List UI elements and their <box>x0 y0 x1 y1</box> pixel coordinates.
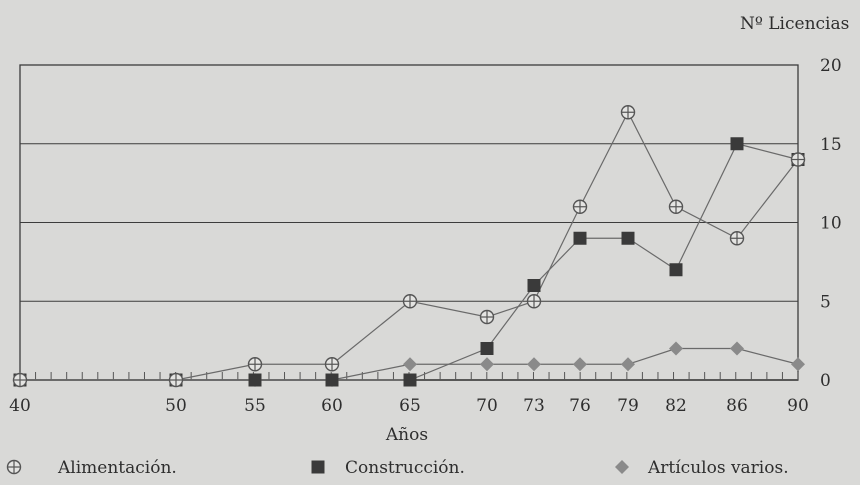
alimentacion-point <box>790 152 806 167</box>
y-tick-label: 5 <box>820 292 831 312</box>
alimentacion-point <box>324 357 340 372</box>
x-tick-label: 55 <box>244 396 266 416</box>
legend-label: Alimentación. <box>57 458 177 478</box>
construccion-point <box>669 263 683 277</box>
construccion-point <box>621 231 635 245</box>
x-tick-label: 90 <box>787 396 809 416</box>
y-tick-label: 20 <box>820 56 842 76</box>
articulos-point <box>621 357 635 372</box>
construccion-point <box>403 373 417 387</box>
construccion-line <box>20 143 799 381</box>
x-tick-label: 65 <box>399 396 421 416</box>
x-tick-label: 60 <box>321 396 343 416</box>
construccion-point <box>248 373 262 387</box>
legend-item: Construcción. <box>311 458 465 478</box>
articulos-point <box>527 357 541 372</box>
legend-item: Artículos varios. <box>615 458 789 478</box>
x-tick-label: 73 <box>523 396 545 416</box>
alimentacion-point <box>168 372 184 388</box>
construccion-point <box>325 373 339 387</box>
x-tick-label: 82 <box>665 396 687 416</box>
legend-label: Artículos varios. <box>647 458 789 478</box>
x-axis-label: Años <box>385 425 428 445</box>
alimentacion-point <box>12 372 28 388</box>
y-tick-label: 10 <box>820 214 842 234</box>
alimentacion-line <box>20 110 799 381</box>
construccion-point <box>573 231 587 245</box>
x-tick-label: 79 <box>617 396 639 416</box>
articulos-point <box>615 460 629 474</box>
alimentacion-point <box>402 294 418 309</box>
y-axis-label: Nº Licencias <box>740 14 849 34</box>
articulos-point <box>480 357 494 372</box>
articulos-point <box>730 341 744 356</box>
y-tick-label: 15 <box>820 135 842 155</box>
alimentacion-point <box>247 357 263 372</box>
x-tick-label: 76 <box>569 396 591 416</box>
legend-label: Construcción. <box>345 458 465 478</box>
alimentacion-point <box>572 199 588 214</box>
alimentacion-point <box>6 459 22 475</box>
x-tick-label: 50 <box>165 396 187 416</box>
y-tick-label: 0 <box>820 371 831 391</box>
construccion-point <box>480 342 494 355</box>
construccion-point <box>730 137 744 151</box>
alimentacion-point <box>620 105 636 120</box>
construccion-point <box>527 279 541 292</box>
alimentacion-point <box>479 309 495 325</box>
legend-item: Alimentación. <box>6 458 177 478</box>
x-tick-label: 70 <box>476 396 498 416</box>
construccion-point <box>311 460 325 474</box>
articulos-point <box>403 357 417 372</box>
alimentacion-point <box>729 231 745 246</box>
x-tick-label: 40 <box>9 396 31 416</box>
articulos-point <box>791 357 805 372</box>
articulos-point <box>669 341 683 356</box>
x-tick-label: 86 <box>726 396 748 416</box>
alimentacion-point <box>526 294 542 309</box>
articulos-point <box>573 357 587 372</box>
alimentacion-point <box>668 199 684 214</box>
